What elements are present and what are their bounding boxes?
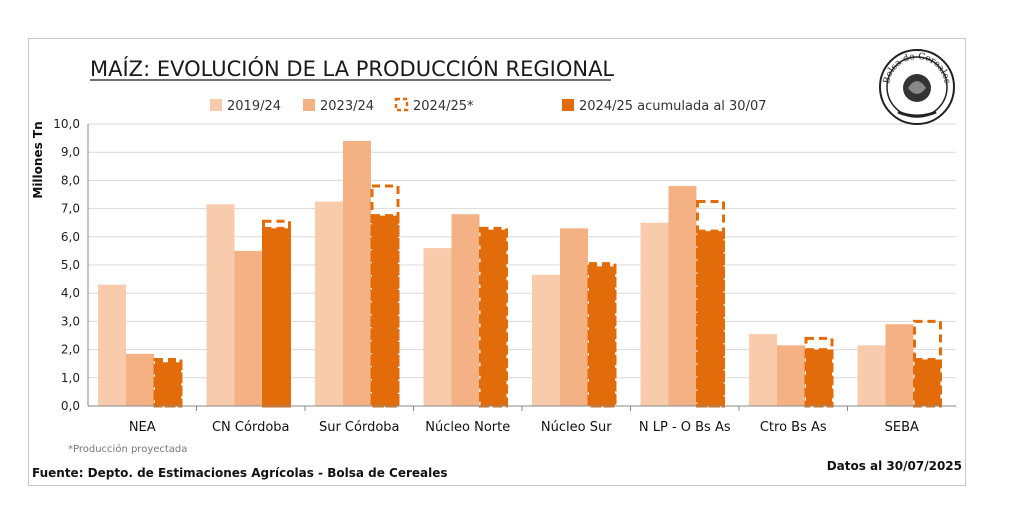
y-tick-label: 10,0	[53, 117, 80, 131]
bar-2019-24	[206, 204, 235, 406]
y-tick-label: 0,0	[61, 399, 80, 413]
legend: 2019/24 2023/24 2024/25* 2024/25 acumulada …	[210, 97, 767, 114]
y-tick-label: 2,0	[61, 343, 80, 357]
legend-label: 2024/25*	[413, 99, 474, 114]
bar-2023-24	[885, 324, 914, 406]
bar-2023-24	[668, 186, 697, 406]
x-category-label: N LP - O Bs As	[639, 420, 731, 435]
legend-label: 2024/25 acumulada al 30/07	[579, 99, 767, 114]
x-category-label: Núcleo Sur	[541, 420, 612, 435]
bar-2024-25-accumulated	[696, 229, 725, 408]
bar-2023-24	[126, 353, 154, 406]
y-tick-label: 5,0	[61, 258, 80, 272]
bar-2019-24	[857, 345, 886, 406]
bar-2019-24	[423, 248, 452, 406]
bar-2019-24	[749, 334, 777, 406]
bar-2024-25-accumulated	[370, 214, 400, 408]
bar-2024-25-accumulated	[804, 348, 834, 408]
bar-2023-24	[343, 140, 371, 407]
bolsa-de-cereales-logo: Bolsa de Cereales	[879, 49, 955, 125]
x-category-label: NEA	[129, 420, 156, 435]
y-tick-label: 9,0	[61, 145, 80, 159]
bar-2024-25-accumulated	[153, 360, 183, 408]
bar-2024-25-accumulated	[587, 264, 617, 408]
bar-2024-25-accumulated	[479, 228, 508, 408]
legend-swatch	[562, 99, 574, 111]
date-text: Datos al 30/07/2025	[827, 459, 962, 473]
y-tick-label: 4,0	[61, 286, 80, 300]
bar-2019-24	[315, 201, 343, 406]
chart-title: MAÍZ: EVOLUCIÓN DE LA PRODUCCIÓN REGIONA…	[90, 56, 614, 81]
bar-2019-24	[532, 274, 560, 406]
bar-2019-24	[98, 284, 126, 406]
y-tick-label: 6,0	[61, 230, 80, 244]
bar-2019-24	[640, 222, 669, 406]
bar-2024-25-accumulated	[262, 226, 291, 408]
y-tick-label: 8,0	[61, 173, 80, 187]
y-tick-label: 7,0	[61, 202, 80, 216]
legend-label: 2023/24	[320, 99, 374, 114]
footnote: *Producción proyectada	[68, 443, 187, 455]
axes: 0,0 1,0 2,0 3,0 4,0 5,0 6,0 7,0 8,0 9,0 10,0 NEA CN …	[53, 117, 956, 435]
bar-2024-25-accumulated	[913, 357, 942, 408]
bar-2023-24	[777, 345, 805, 406]
y-tick-label: 1,0	[61, 371, 80, 385]
source-text: Fuente: Depto. de Estimaciones Agrícolas…	[32, 466, 448, 480]
x-category-label: Sur Córdoba	[319, 420, 400, 435]
legend-swatch	[303, 99, 315, 111]
y-axis-label: Millones Tn	[31, 121, 45, 198]
bar-2023-24	[560, 228, 588, 406]
bar-2023-24	[234, 250, 263, 406]
legend-swatch	[210, 99, 222, 111]
legend-label: 2019/24	[227, 99, 281, 114]
bars	[98, 140, 942, 408]
legend-swatch	[394, 97, 409, 112]
x-category-label: Núcleo Norte	[425, 420, 510, 435]
bar-2023-24	[451, 214, 480, 406]
x-category-label: CN Córdoba	[212, 420, 290, 435]
x-category-label: SEBA	[885, 420, 919, 435]
y-tick-label: 3,0	[61, 314, 80, 328]
x-category-label: Ctro Bs As	[760, 420, 827, 435]
